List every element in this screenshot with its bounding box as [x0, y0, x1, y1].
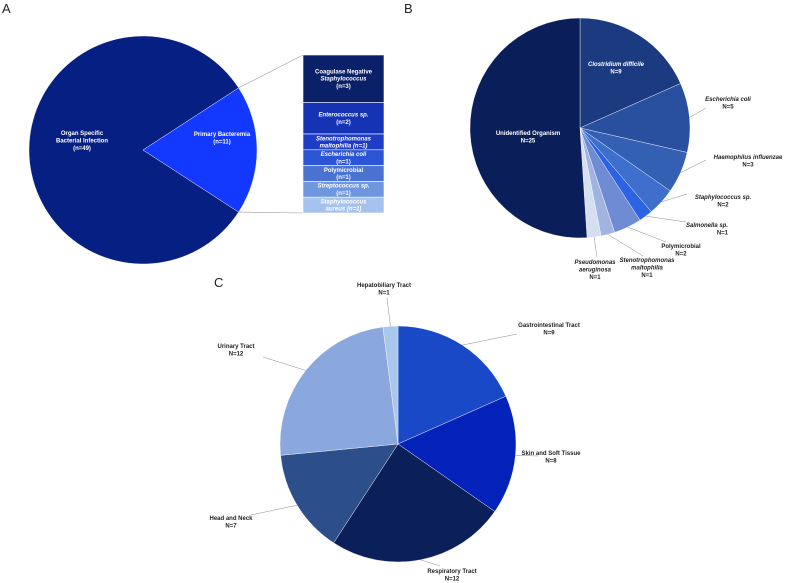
- panel-a-bar-label-2: Enterococcus sp. (n=2): [318, 113, 368, 126]
- panel-b-label-stenotrophomonas-maltophilia: Stenotrophomonas maltophilia N=1: [620, 258, 676, 279]
- panel-a-bar-label-5: Polymicrobial (n=1): [324, 168, 364, 181]
- panel-a-label-primary-bacteremia: Primary Bacteremia (n=11): [194, 132, 251, 146]
- panel-a-bar-segment-7: [302, 196, 385, 214]
- panel-b-chart: Clostridium difficile N=9 Unidentified Org…: [469, 17, 783, 281]
- panel-letter-a: A: [2, 1, 11, 16]
- panel-b-slice-clostridium-difficile: [579, 17, 681, 129]
- panel-b-label-clostridium: Clostridium difficile N=9: [588, 62, 645, 76]
- panel-b-label-unidentified: Unidentified Organism N=25: [496, 131, 560, 145]
- panel-a-bar-label-6: Streptococcus sp. (n=1): [317, 184, 369, 197]
- panel-a-connector-top: [238, 54, 304, 89]
- panel-b-slice-unidentified-organism: [469, 17, 588, 239]
- panel-a-label-organ-specific: Organ Specific Bacterial Infection (n=49): [56, 131, 108, 152]
- panel-b-label-staphylococcus-sp: Staphylococcus sp. N=2: [695, 195, 752, 209]
- panel-c-slice-respiratory-tract: [333, 443, 496, 563]
- panel-c-leader-head-and-neck: [250, 504, 298, 516]
- panel-c-label-urinary-tract: Urinary Tract N=12: [217, 344, 254, 358]
- panel-letter-c: C: [214, 275, 223, 290]
- panel-c-leader-hepatobiliary-tract: [386, 297, 391, 327]
- panel-c-leader-respiratory-tract: [420, 559, 441, 567]
- panel-b-leader-stenotrophomonas-maltophilia: [607, 234, 644, 257]
- panel-b-leader-pseudomonas-aeruginosa: [593, 237, 598, 258]
- panel-b-label-salmonella-sp: Salmonella sp. N=1: [686, 223, 729, 237]
- panel-a-bar-segment-1: [302, 54, 385, 103]
- panel-c-slice-head-and-neck: [280, 443, 399, 544]
- panel-a-chart: Organ Specific Bacterial Infection (n=49) P…: [28, 35, 385, 265]
- panel-a-bar-label-3: Stenotrophomonas maltophilia (n=1): [316, 136, 372, 149]
- panel-c-leader-gastrointestinal-tract: [462, 333, 518, 346]
- panel-a-connector-bottom: [238, 211, 304, 214]
- panel-c-label-gastrointestinal-tract: Gastrointestinal Tract N=9: [518, 323, 580, 337]
- panel-a-bar-label-4: Escherichia coli (n=1): [321, 152, 367, 165]
- panel-b-label-polymicrobial: Polymicrobial N=2: [661, 244, 701, 258]
- panel-c-label-skin-and-soft-tissue: Skin and Soft Tissue N=8: [522, 451, 582, 465]
- panel-c-slice-hepatobiliary-tract: [382, 325, 399, 445]
- panel-b-slice-escherichia-coli: [579, 83, 691, 153]
- panel-c-label-respiratory-tract: Respiratory Tract N=12: [427, 569, 476, 583]
- panel-a-bar-segment-2: [302, 102, 385, 135]
- panel-a-bar-label-1: Coagulase Negative Staphylococcus (n=3): [315, 70, 373, 90]
- panel-c-chart: Gastrointestinal Tract N=9 Skin and Soft T…: [209, 283, 581, 583]
- panel-c-label-head-and-neck: Head and Neck N=7: [209, 516, 253, 530]
- panel-c-label-hepatobiliary-tract: Hepatobiliary Tract N=1: [357, 283, 411, 297]
- panel-b-leader-haemophilus-influenzae: [680, 159, 707, 173]
- panel-a-bar-label-7: Staphylococcus aureus (n=1): [320, 200, 367, 213]
- panel-b-leader-escherichia-coli: [689, 107, 707, 118]
- panel-c-slice-urinary-tract: [279, 326, 399, 456]
- panel-b-label-escherichia-coli: Escherichia coli N=5: [705, 97, 751, 111]
- panel-b-leader-salmonella-sp: [645, 215, 687, 223]
- panel-c-leader-skin-and-soft-tissue: [515, 455, 539, 457]
- panel-b-label-pseudomonas-aeruginosa: Pseudomonas aeruginosa N=1: [574, 260, 616, 281]
- panel-b-leader-staphylococcus-sp: [661, 193, 688, 203]
- panel-letter-b: B: [404, 1, 413, 16]
- panel-b-leader-polymicrobial: [627, 226, 667, 243]
- panel-b-label-haemophilus-influenzae: Haemophilus influenzae N=3: [714, 155, 783, 169]
- panel-a-slice-organ-specific-bacterial-infection: [28, 35, 239, 265]
- panel-c-leader-urinary-tract: [262, 356, 306, 371]
- panel-a-slice-primary-bacteremia: [142, 87, 258, 213]
